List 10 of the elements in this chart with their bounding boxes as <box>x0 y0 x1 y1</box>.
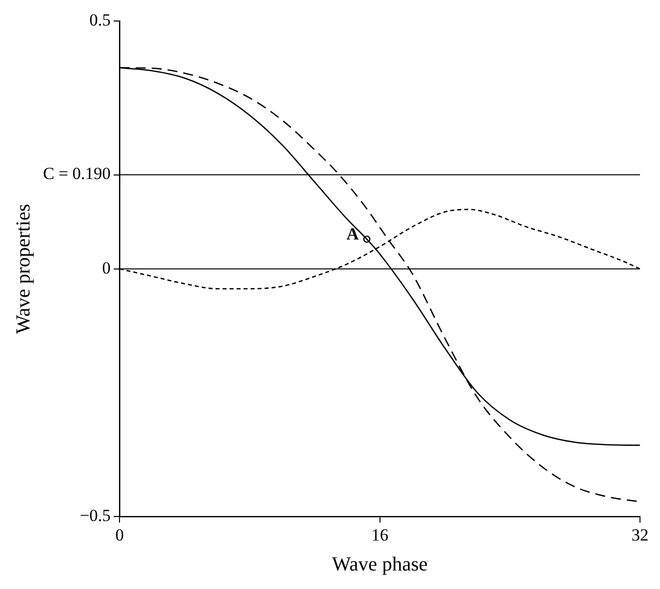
y-axis-title: Wave properties <box>12 204 34 334</box>
x-tick-label: 0 <box>115 525 124 544</box>
x-axis-title: Wave phase <box>332 553 428 576</box>
y-tick-label: −0.5 <box>80 506 111 526</box>
y-tick-label: 0.5 <box>89 10 111 30</box>
x-tick-label: 16 <box>371 525 388 544</box>
y-tick-label: C = 0.190 <box>42 164 111 184</box>
y-tick-label: 0 <box>102 258 111 278</box>
annotation: A <box>346 224 360 244</box>
x-tick-label: 32 <box>632 525 648 544</box>
